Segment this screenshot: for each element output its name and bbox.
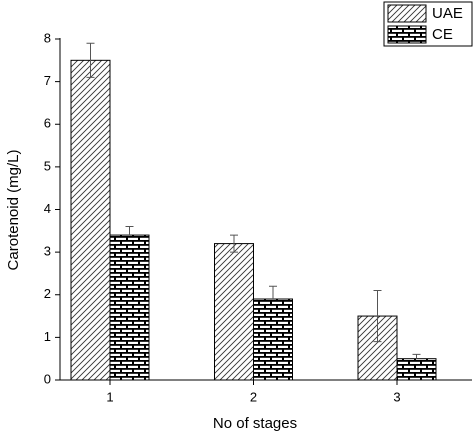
bar bbox=[109, 234, 150, 381]
y-tick-label: 5 bbox=[44, 158, 51, 173]
y-tick-label: 7 bbox=[44, 73, 51, 88]
y-tick-label: 4 bbox=[44, 201, 51, 216]
error-bar bbox=[125, 226, 134, 236]
y-tick-label: 8 bbox=[44, 30, 51, 45]
x-tick-label: 2 bbox=[250, 389, 257, 404]
error-bar bbox=[269, 285, 277, 300]
x-tick-label: 3 bbox=[393, 389, 400, 404]
y-tick-label: 6 bbox=[44, 116, 51, 131]
error-bar bbox=[230, 234, 238, 253]
legend-label: UAE bbox=[432, 5, 463, 22]
error-bar bbox=[86, 42, 95, 78]
legend-swatch bbox=[387, 4, 427, 23]
bar bbox=[396, 358, 437, 381]
x-tick-label: 1 bbox=[106, 389, 113, 404]
error-bar bbox=[412, 353, 421, 359]
y-tick-label: 2 bbox=[44, 286, 51, 301]
y-tick-label: 1 bbox=[44, 329, 51, 344]
x-axis-title: No of stages bbox=[213, 415, 297, 432]
y-axis-title: Carotenoid (mg/L) bbox=[5, 150, 22, 271]
y-tick-label: 0 bbox=[44, 371, 51, 386]
legend-label: CE bbox=[432, 26, 453, 43]
bar bbox=[214, 243, 254, 381]
legend-swatch bbox=[387, 25, 427, 44]
error-bar bbox=[373, 289, 382, 343]
bar bbox=[253, 298, 293, 381]
bar bbox=[70, 59, 111, 381]
y-tick-label: 3 bbox=[44, 244, 51, 259]
